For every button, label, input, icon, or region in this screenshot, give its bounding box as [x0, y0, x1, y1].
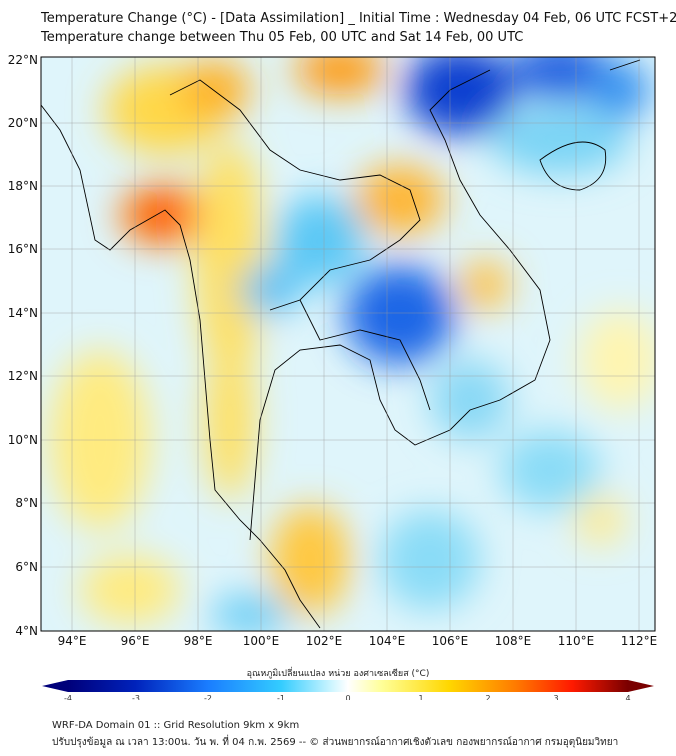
- lon-label: 96°E: [121, 634, 150, 648]
- colorbar-tick: 0: [345, 694, 350, 700]
- colorbar-tick: 3: [553, 694, 558, 700]
- map-subtitle: Temperature change between Thu 05 Feb, 0…: [41, 30, 524, 45]
- lat-label: 22°N: [8, 53, 38, 67]
- lat-label: 14°N: [8, 306, 38, 320]
- lon-label: 106°E: [432, 634, 469, 648]
- colorbar-tick: -4: [64, 694, 72, 700]
- lon-label: 104°E: [369, 634, 406, 648]
- colorbar-tick: -1: [277, 694, 285, 700]
- lat-label: 18°N: [8, 179, 38, 193]
- map-title: Temperature Change (°C) - [Data Assimila…: [41, 11, 676, 26]
- lon-label: 100°E: [243, 634, 280, 648]
- footer-credit: ปรับปรุงข้อมูล ณ เวลา 13:00น. วัน พ. ที่…: [52, 737, 619, 748]
- footer-model-info: WRF-DA Domain 01 :: Grid Resolution 9km …: [52, 720, 300, 731]
- colorbar-tick: 1: [418, 694, 423, 700]
- lat-label: 12°N: [8, 369, 38, 383]
- colorbar-tick: 4: [625, 694, 630, 700]
- colorbar-tick: -3: [132, 694, 140, 700]
- coastlines: [41, 59, 641, 629]
- lon-label: 94°E: [58, 634, 87, 648]
- heatmap-field: [41, 57, 655, 631]
- lon-label: 110°E: [558, 634, 595, 648]
- lon-label: 108°E: [495, 634, 532, 648]
- lat-label: 8°N: [15, 496, 38, 510]
- gridlines: [41, 57, 655, 631]
- lon-label: 98°E: [184, 634, 213, 648]
- colorbar-tick: -2: [204, 694, 212, 700]
- lat-label: 16°N: [8, 242, 38, 256]
- lat-label: 10°N: [8, 433, 38, 447]
- lon-label: 102°E: [306, 634, 343, 648]
- lon-label: 112°E: [621, 634, 658, 648]
- colorbar-tick: 2: [485, 694, 490, 700]
- temperature-change-map: 22°N 20°N 18°N 16°N 14°N 12°N 10°N 8°N 6…: [8, 53, 658, 700]
- lat-label: 20°N: [8, 116, 38, 130]
- colorbar: -4 -3 -2 -1 0 1 2 3 4: [42, 680, 654, 700]
- colorbar-label: อุณหภูมิเปลี่ยนแปลง หน่วย องศาเซลเซียส (…: [246, 669, 430, 679]
- lat-label: 6°N: [15, 560, 38, 574]
- lat-label: 4°N: [15, 624, 38, 638]
